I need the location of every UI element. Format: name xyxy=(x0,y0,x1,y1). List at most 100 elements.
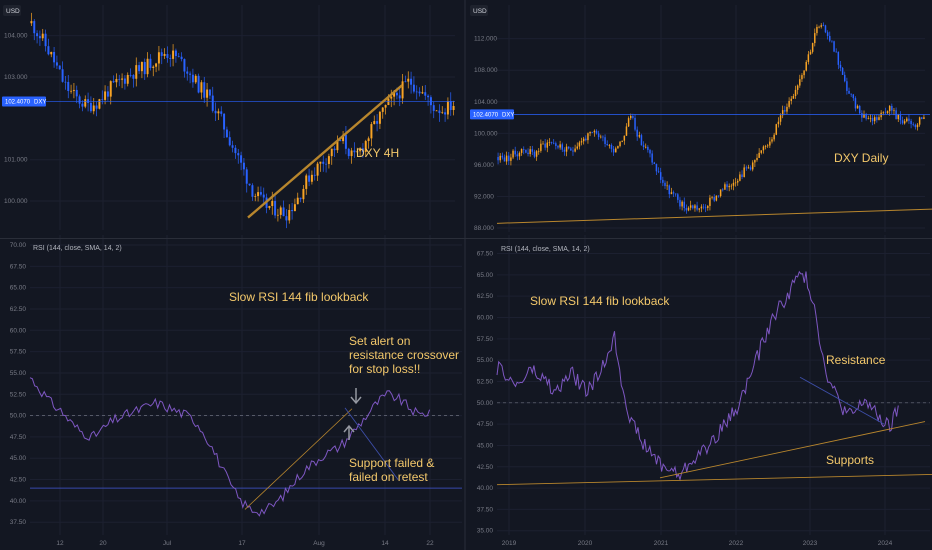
candle-body xyxy=(647,146,649,150)
time-tick-label: 2020 xyxy=(578,540,593,547)
candle-body xyxy=(259,192,262,195)
candle-body xyxy=(679,199,681,207)
candle-body xyxy=(378,111,381,124)
dxy-daily-chart[interactable]: 112.000 108.000 104.000 100.000 96.000 92.000… xyxy=(470,22,932,232)
candle-body xyxy=(330,148,333,157)
rsi-left-chart[interactable]: 70.00 67.50 65.00 62.50 60.00 57.50 55.00 52.50… xyxy=(10,242,462,526)
candle-body xyxy=(149,58,152,68)
time-tick-label: 2019 xyxy=(502,540,517,547)
candle-body xyxy=(544,143,546,148)
candle-body xyxy=(649,149,651,154)
candle-body xyxy=(724,184,726,190)
candle-body xyxy=(234,147,237,154)
rsi-right-support-line-upper[interactable] xyxy=(659,421,926,479)
axis-tick-label: 35.00 xyxy=(477,528,494,535)
rsi-right-support-line-lower[interactable] xyxy=(496,473,932,486)
time-tick-label: 12 xyxy=(56,540,64,547)
candle-body xyxy=(291,210,294,212)
rsi-right-resistance-trendline[interactable] xyxy=(799,376,885,425)
candle-body xyxy=(373,121,376,125)
candle-body xyxy=(602,136,604,138)
candle-body xyxy=(683,201,685,209)
candle-body xyxy=(174,50,177,57)
candle-body xyxy=(72,89,75,91)
candle-body xyxy=(169,57,172,59)
candle-body xyxy=(501,155,504,158)
candle-body xyxy=(704,207,707,209)
candle-body xyxy=(677,194,679,200)
candle-body xyxy=(424,92,427,96)
candle-body xyxy=(412,84,415,92)
candle-body xyxy=(861,113,863,118)
candle-body xyxy=(508,155,510,161)
candle-body xyxy=(621,140,623,142)
candle-body xyxy=(512,150,514,158)
candle-body xyxy=(873,117,876,122)
candle-body xyxy=(837,51,840,65)
axis-tick-label: 101.000 xyxy=(4,157,28,164)
axis-tick-label: 47.50 xyxy=(477,421,494,428)
candle-body xyxy=(393,92,396,97)
dxy-4h-trendline[interactable] xyxy=(247,84,403,219)
candle-body xyxy=(696,205,698,210)
candle-body xyxy=(897,114,899,120)
candle-body xyxy=(101,99,104,100)
candle-body xyxy=(61,69,64,82)
candle-body xyxy=(550,142,553,143)
candle-body xyxy=(435,110,438,112)
candle-body xyxy=(623,135,626,141)
candle-body xyxy=(685,208,688,211)
candle-body xyxy=(899,114,902,121)
rsi-left-support-trendline[interactable] xyxy=(244,408,353,510)
candle-body xyxy=(741,174,743,177)
candle-body xyxy=(282,207,285,217)
rsi-right-supports-label: Supports xyxy=(826,453,874,467)
candle-body xyxy=(807,54,810,62)
candle-body xyxy=(687,207,690,211)
candle-body xyxy=(672,192,675,194)
candle-body xyxy=(342,134,345,142)
candle-body xyxy=(89,102,92,112)
dxy-4h-chart[interactable]: 104.000 103.000 101.000 100.000 102.4070 DX… xyxy=(2,12,455,229)
candle-body xyxy=(570,148,572,151)
candle-body xyxy=(730,185,733,187)
candle-body xyxy=(548,142,551,143)
candle-body xyxy=(444,112,447,115)
rsi-left-time-axis: 12 20 Jul 17 Aug 14 22 xyxy=(56,540,434,547)
candle-body xyxy=(888,105,891,112)
axis-tick-label: 100.000 xyxy=(474,130,498,137)
candle-body xyxy=(921,117,923,119)
candle-body xyxy=(78,96,81,104)
candle-body xyxy=(299,197,302,200)
candle-body xyxy=(850,93,852,95)
candle-body xyxy=(824,25,827,33)
candle-body xyxy=(848,90,850,94)
candle-body xyxy=(546,142,549,148)
candle-body xyxy=(395,92,398,96)
candle-body xyxy=(197,75,200,93)
axis-tick-label: 42.50 xyxy=(10,477,27,484)
dxy-4h-annotation: DXY 4H xyxy=(356,146,399,160)
rsi-left-title: Slow RSI 144 fib lookback xyxy=(229,290,369,304)
candle-body xyxy=(668,185,671,195)
candle-body xyxy=(574,148,576,152)
candle-body xyxy=(44,33,47,47)
axis-tick-label: 50.00 xyxy=(10,413,27,420)
candle-body xyxy=(248,183,251,186)
dxy-daily-trendline[interactable] xyxy=(496,208,932,224)
candle-body xyxy=(576,146,578,149)
candle-body xyxy=(666,185,668,187)
candle-body xyxy=(81,103,84,107)
candle-body xyxy=(155,63,158,67)
axis-tick-label: 104.000 xyxy=(4,33,28,40)
candle-body xyxy=(505,155,508,162)
axis-tick-label: 45.00 xyxy=(477,442,494,449)
rsi-right-chart[interactable]: 67.50 65.00 62.50 60.00 57.50 55.00 52.50 50.00… xyxy=(477,251,932,535)
candle-body xyxy=(903,121,906,124)
candle-body xyxy=(612,148,615,153)
candle-body xyxy=(237,153,240,156)
axis-tick-label: 92.000 xyxy=(474,193,494,200)
candle-body xyxy=(728,185,730,188)
rsi-left-resistance-trendline[interactable] xyxy=(344,407,399,480)
axis-tick-label: 55.00 xyxy=(10,370,27,377)
